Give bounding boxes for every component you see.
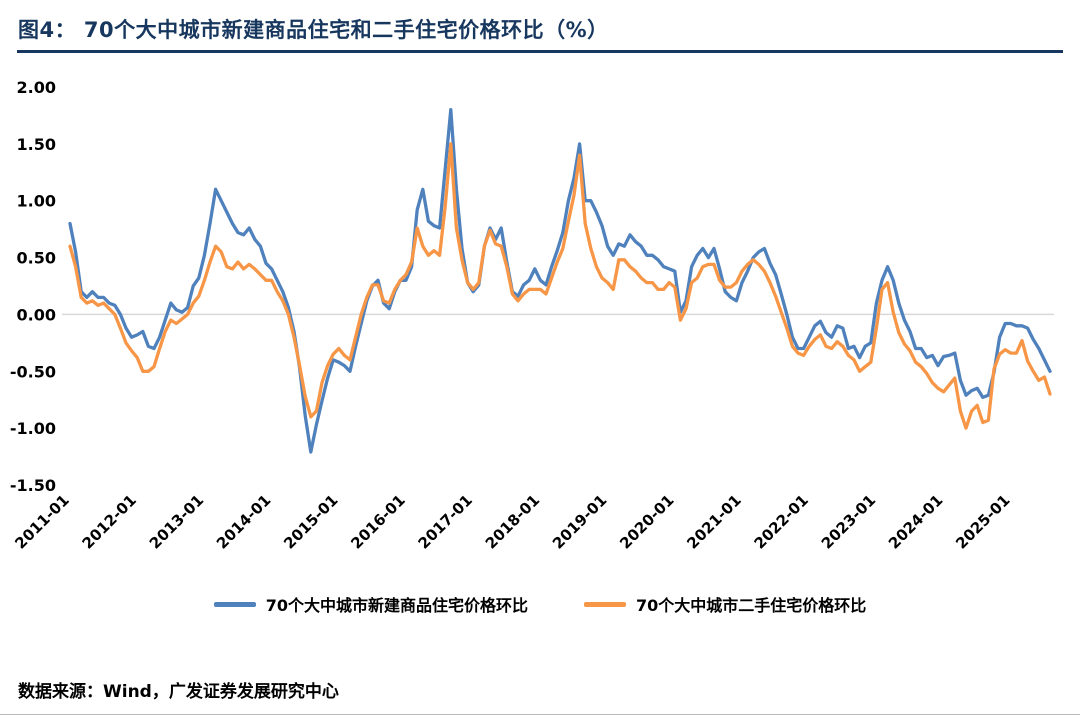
svg-text:1.50: 1.50 xyxy=(17,135,56,154)
svg-text:2015-01: 2015-01 xyxy=(280,491,341,552)
chart-legend: 70个大中城市新建商品住宅价格环比 70个大中城市二手住宅价格环比 xyxy=(0,592,1080,616)
legend-label-new-homes: 70个大中城市新建商品住宅价格环比 xyxy=(265,596,528,615)
legend-item-second-hand: 70个大中城市二手住宅价格环比 xyxy=(584,592,866,616)
svg-text:2023-01: 2023-01 xyxy=(818,491,879,552)
svg-text:1.00: 1.00 xyxy=(17,192,56,211)
svg-text:2025-01: 2025-01 xyxy=(952,491,1013,552)
svg-text:2018-01: 2018-01 xyxy=(482,491,543,552)
svg-text:0.50: 0.50 xyxy=(17,249,56,268)
legend-item-new-homes: 70个大中城市新建商品住宅价格环比 xyxy=(213,592,528,616)
legend-line-orange xyxy=(584,601,626,607)
svg-text:-1.00: -1.00 xyxy=(10,419,56,438)
svg-text:2021-01: 2021-01 xyxy=(683,491,744,552)
title-underline xyxy=(17,50,1063,53)
svg-text:2012-01: 2012-01 xyxy=(79,491,140,552)
svg-text:2024-01: 2024-01 xyxy=(885,491,946,552)
svg-text:2011-01: 2011-01 xyxy=(11,491,72,552)
bottom-divider xyxy=(0,714,1080,715)
data-source: 数据来源：Wind，广发证券发展研究中心 xyxy=(18,682,339,702)
svg-text:2019-01: 2019-01 xyxy=(549,491,610,552)
svg-text:-1.50: -1.50 xyxy=(10,476,56,495)
svg-text:2014-01: 2014-01 xyxy=(213,491,274,552)
svg-text:2020-01: 2020-01 xyxy=(616,491,677,552)
svg-text:2013-01: 2013-01 xyxy=(146,491,207,552)
svg-text:0.00: 0.00 xyxy=(17,305,56,324)
svg-text:2017-01: 2017-01 xyxy=(415,491,476,552)
svg-text:2022-01: 2022-01 xyxy=(751,491,812,552)
line-chart: 2.00 1.50 1.00 0.50 0.00 -0.50 -1.00 -1.502011-… xyxy=(10,78,1054,553)
report-figure: 图4： 70个大中城市新建商品住宅和二手住宅价格环比（%） 2.00 1.50 1.… xyxy=(0,18,1080,715)
legend-label-second-hand: 70个大中城市二手住宅价格环比 xyxy=(636,596,867,615)
svg-text:2.00: 2.00 xyxy=(17,78,56,97)
svg-text:2016-01: 2016-01 xyxy=(347,491,408,552)
figure-title: 图4： 70个大中城市新建商品住宅和二手住宅价格环比（%） xyxy=(18,18,609,42)
legend-line-blue xyxy=(213,601,256,607)
svg-text:-0.50: -0.50 xyxy=(10,362,56,381)
